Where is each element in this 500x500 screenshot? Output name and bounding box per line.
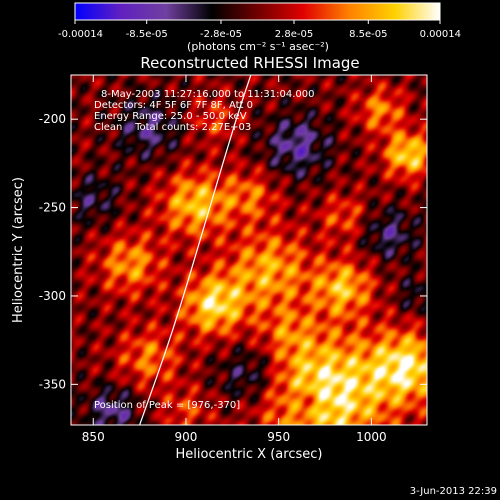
colorbar-ticks: -0.00014 -8.5e-05 -2.8e-05 2.8e-05 8.5e-05 0.…	[58, 20, 461, 40]
x-tick-label: 1000	[356, 430, 387, 444]
y-axis-label: Heliocentric Y (arcsec)	[11, 177, 26, 323]
plot-frame	[70, 74, 428, 426]
solar-limb-curve	[139, 75, 252, 425]
colorbar-tick-label: 2.8e-05	[275, 29, 313, 40]
annotation-clean-counts: Clean Total counts: 2.27E+03	[94, 122, 251, 133]
chart-title: Reconstructed RHESSI Image	[140, 54, 359, 72]
x-axis-label: Heliocentric X (arcsec)	[176, 447, 323, 462]
colorbar-tick-label: 0.00014	[420, 29, 461, 40]
x-tick-label: 900	[175, 430, 198, 444]
plot-area: 850 900 950 1000 -350 -300 -250 -200 8-May-200…	[39, 74, 428, 444]
annotation-block: 8-May-2003 11:27:16.000 to 11:31:04.000 …	[94, 89, 314, 133]
colorbar-gradient	[74, 2, 441, 21]
colorbar-tick-label: 8.5e-05	[349, 29, 387, 40]
y-tick-label: -200	[39, 112, 66, 126]
y-axis-ticks: -350 -300 -250 -200	[39, 112, 427, 391]
colorbar-tick-label: -8.5e-05	[126, 29, 168, 40]
colorbar-tick-label: -2.8e-05	[200, 29, 242, 40]
footer-date: 3-Jun-2013 22:39	[410, 486, 497, 497]
peak-position-label: Position of Peak = [976,-370]	[94, 400, 240, 411]
y-tick-label: -350	[39, 377, 66, 391]
annotation-detectors: Detectors: 4F 5F 6F 7F 8F, Att 0	[94, 100, 253, 111]
colorbar-unit-label: (photons cm⁻² s⁻¹ asec⁻²)	[187, 40, 329, 53]
heatmap-image	[71, 75, 427, 425]
annotation-energy-range: Energy Range: 25.0 - 50.0 keV	[94, 111, 247, 122]
annotation-time-range: 8-May-2003 11:27:16.000 to 11:31:04.000	[101, 89, 314, 100]
x-tick-label: 950	[267, 430, 290, 444]
y-tick-label: -250	[39, 201, 66, 215]
x-tick-label: 850	[82, 430, 105, 444]
x-axis-ticks: 850 900 950 1000	[82, 75, 387, 444]
colorbar: -0.00014 -8.5e-05 -2.8e-05 2.8e-05 8.5e-05 0.…	[58, 2, 461, 53]
colorbar-tick-label: -0.00014	[58, 29, 103, 40]
y-tick-label: -300	[39, 289, 66, 303]
